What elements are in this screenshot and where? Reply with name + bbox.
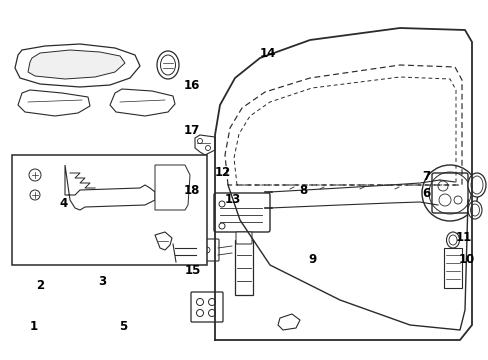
Circle shape <box>196 298 203 306</box>
Ellipse shape <box>448 235 456 245</box>
Text: 1: 1 <box>29 320 37 333</box>
Text: 17: 17 <box>183 124 200 137</box>
FancyBboxPatch shape <box>236 232 251 244</box>
Circle shape <box>196 310 203 316</box>
Text: 12: 12 <box>214 166 231 179</box>
Polygon shape <box>184 203 204 222</box>
Circle shape <box>203 247 209 253</box>
Polygon shape <box>15 44 140 87</box>
Ellipse shape <box>160 55 175 75</box>
Text: 13: 13 <box>224 193 241 206</box>
Circle shape <box>219 201 224 207</box>
Circle shape <box>205 145 210 150</box>
Polygon shape <box>278 314 299 330</box>
Text: 14: 14 <box>259 47 276 60</box>
Circle shape <box>208 310 215 316</box>
Text: 5: 5 <box>119 320 127 333</box>
Text: 2: 2 <box>36 279 44 292</box>
Bar <box>12 155 206 265</box>
Text: 18: 18 <box>183 184 200 197</box>
Ellipse shape <box>467 201 481 219</box>
Ellipse shape <box>467 173 485 197</box>
Polygon shape <box>155 165 190 210</box>
Polygon shape <box>195 135 215 155</box>
Circle shape <box>208 298 215 306</box>
Polygon shape <box>110 89 175 116</box>
Circle shape <box>30 190 40 200</box>
Circle shape <box>453 196 461 204</box>
Circle shape <box>29 169 41 181</box>
Circle shape <box>438 194 450 206</box>
Polygon shape <box>155 232 172 250</box>
Polygon shape <box>28 50 125 79</box>
Circle shape <box>421 165 477 221</box>
FancyBboxPatch shape <box>191 292 223 322</box>
Circle shape <box>437 181 447 191</box>
Circle shape <box>428 172 470 214</box>
Ellipse shape <box>469 204 479 216</box>
Text: 7: 7 <box>422 170 429 183</box>
Circle shape <box>219 223 224 229</box>
Ellipse shape <box>157 51 179 79</box>
Bar <box>235 240 252 295</box>
Text: 6: 6 <box>422 187 429 200</box>
Text: 3: 3 <box>99 275 106 288</box>
Text: 16: 16 <box>183 79 200 92</box>
Ellipse shape <box>470 176 482 194</box>
FancyBboxPatch shape <box>214 193 269 232</box>
Ellipse shape <box>446 232 459 248</box>
Text: 10: 10 <box>458 253 474 266</box>
Polygon shape <box>18 90 90 116</box>
Text: 15: 15 <box>184 264 201 277</box>
Polygon shape <box>65 165 155 210</box>
Text: 8: 8 <box>299 184 306 197</box>
FancyBboxPatch shape <box>195 239 219 261</box>
Circle shape <box>197 139 202 144</box>
Bar <box>443 248 461 288</box>
Text: 9: 9 <box>308 253 316 266</box>
Text: 4: 4 <box>60 197 67 210</box>
Text: 11: 11 <box>454 231 471 244</box>
